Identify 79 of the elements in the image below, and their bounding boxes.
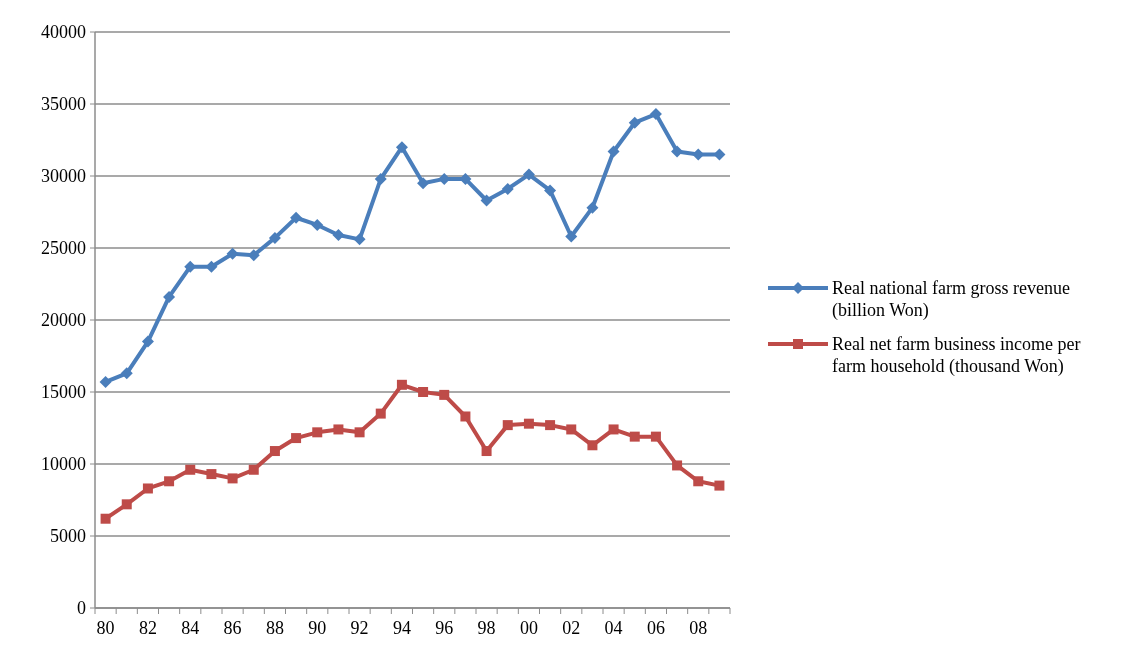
point (671, 145, 684, 158)
point (333, 424, 344, 435)
x-tick-label: 06 (646, 618, 665, 638)
x-tick-label: 94 (392, 618, 411, 638)
point (163, 290, 176, 303)
point (522, 168, 535, 181)
point (417, 177, 430, 190)
y-tick-label: 25000 (41, 238, 86, 259)
y-tick-label: 5000 (50, 526, 86, 547)
point (586, 201, 599, 214)
point (439, 389, 450, 400)
point (99, 375, 112, 388)
point (545, 420, 556, 431)
point (164, 476, 175, 487)
point (607, 145, 620, 158)
point (460, 411, 471, 422)
point (608, 424, 619, 435)
point (480, 194, 493, 207)
x-tick-label: 90 (308, 618, 327, 638)
point (291, 433, 302, 444)
point (396, 379, 407, 390)
point (120, 367, 133, 380)
point (374, 172, 387, 185)
point (502, 420, 513, 431)
point (649, 108, 662, 121)
point (628, 116, 641, 129)
y-tick-label: 0 (77, 598, 86, 619)
point (693, 476, 704, 487)
point (629, 431, 640, 442)
point (226, 247, 239, 260)
point (354, 427, 365, 438)
point (565, 230, 578, 243)
x-tick-label: 92 (350, 618, 369, 638)
x-tick-label: 02 (562, 618, 581, 638)
point (395, 141, 408, 154)
point (312, 427, 323, 438)
point (672, 460, 683, 471)
legend-label: Real national farm gross revenue (billion Won) (832, 278, 1070, 322)
y-tick-label: 35000 (41, 94, 86, 115)
point (121, 499, 132, 510)
y-tick-label: 10000 (41, 454, 86, 475)
point (100, 513, 111, 524)
y-tick-label: 30000 (41, 166, 86, 187)
point (141, 335, 154, 348)
point (185, 464, 196, 475)
point (418, 387, 429, 397)
point (501, 182, 514, 195)
point (268, 231, 281, 244)
y-tick-label: 40000 (41, 22, 86, 43)
point (587, 440, 598, 451)
point (566, 424, 577, 435)
x-tick-label: 80 (96, 618, 115, 638)
y-tick-label: 20000 (41, 310, 86, 331)
legend-label: Real net farm business income per farm household (thousand Won) (832, 334, 1081, 378)
point (481, 446, 492, 457)
point (353, 233, 366, 246)
point (544, 184, 557, 197)
x-tick-label: 00 (519, 618, 538, 638)
x-tick-label: 08 (689, 618, 708, 638)
point (269, 446, 280, 457)
point (311, 218, 324, 231)
x-tick-label: 86 (223, 618, 242, 638)
point (523, 418, 534, 429)
point (332, 229, 345, 242)
point (714, 480, 725, 491)
x-tick-label: 82 (138, 618, 157, 638)
point (142, 483, 153, 494)
point (227, 473, 238, 484)
x-tick-label: 96 (435, 618, 454, 638)
point (206, 469, 217, 480)
x-tick-label: 98 (477, 618, 496, 638)
x-tick-label: 84 (181, 618, 200, 638)
point (290, 211, 303, 224)
point (375, 408, 386, 419)
x-tick-label: 88 (265, 618, 284, 638)
y-tick-label: 15000 (41, 382, 86, 403)
x-tick-label: 04 (604, 618, 623, 638)
point (650, 431, 661, 442)
point (248, 464, 259, 475)
